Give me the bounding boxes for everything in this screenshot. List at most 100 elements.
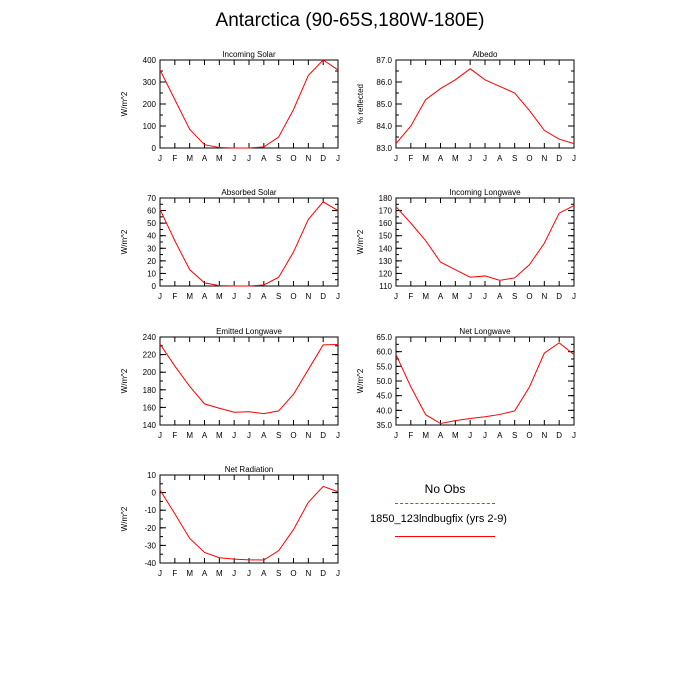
y-tick-label: 0 <box>152 144 157 153</box>
x-tick-label: D <box>320 292 326 301</box>
x-tick-label: J <box>336 154 340 163</box>
y-tick-label: 35.0 <box>376 421 392 430</box>
y-tick-label: 140 <box>379 244 393 253</box>
x-tick-label: J <box>232 569 236 578</box>
x-tick-label: A <box>497 431 503 440</box>
y-tick-label: 65.0 <box>376 333 392 342</box>
x-tick-label: J <box>247 154 251 163</box>
x-tick-label: J <box>483 154 487 163</box>
y-tick-label: 60 <box>147 207 156 216</box>
y-tick-label: 85.0 <box>376 100 392 109</box>
y-tick-label: -20 <box>144 524 156 533</box>
y-tick-label: 0 <box>152 282 157 291</box>
x-tick-label: A <box>202 431 208 440</box>
legend-obs-line <box>395 503 495 504</box>
x-tick-label: J <box>394 154 398 163</box>
y-tick-label: 83.0 <box>376 144 392 153</box>
x-tick-label: F <box>172 154 177 163</box>
x-tick-label: F <box>172 292 177 301</box>
page-title: Antarctica (90-65S,180W-180E) <box>215 10 485 31</box>
x-tick-label: D <box>556 431 562 440</box>
panel-title: Absorbed Solar <box>221 188 276 197</box>
x-tick-label: F <box>408 154 413 163</box>
y-tick-label: 50 <box>147 219 156 228</box>
x-tick-label: J <box>232 292 236 301</box>
x-tick-label: J <box>468 292 472 301</box>
series-line <box>395 342 575 425</box>
panel-title: Incoming Longwave <box>449 188 521 197</box>
x-tick-label: N <box>305 431 311 440</box>
x-tick-label: J <box>232 431 236 440</box>
y-tick-label: 30 <box>147 244 156 253</box>
series-line <box>159 59 339 149</box>
x-tick-label: F <box>172 569 177 578</box>
x-tick-label: J <box>247 292 251 301</box>
y-tick-label: 70 <box>147 194 156 203</box>
x-tick-label: S <box>276 292 281 301</box>
series-line <box>159 485 339 561</box>
y-axis-label: W/m^2 <box>356 229 365 254</box>
x-tick-label: O <box>290 569 296 578</box>
panel-3: J F M A M J J A S O N D J110120130140150160170180Inc… <box>356 188 576 301</box>
y-axis-label: % reflected <box>356 84 365 124</box>
x-tick-label: F <box>408 292 413 301</box>
x-tick-label: M <box>186 292 193 301</box>
x-tick-label: J <box>336 569 340 578</box>
y-tick-label: 100 <box>143 122 157 131</box>
x-tick-label: J <box>247 431 251 440</box>
x-tick-label: N <box>305 569 311 578</box>
x-tick-label: M <box>452 154 459 163</box>
series-line <box>159 201 339 287</box>
x-tick-label: M <box>216 569 223 578</box>
y-tick-label: 87.0 <box>376 56 392 65</box>
x-tick-label: J <box>572 292 576 301</box>
y-tick-label: -30 <box>144 541 156 550</box>
x-tick-label: A <box>497 292 503 301</box>
plot-frame <box>159 197 339 287</box>
y-tick-label: 84.0 <box>376 122 392 131</box>
y-tick-label: 160 <box>143 403 157 412</box>
y-tick-label: 40 <box>147 232 156 241</box>
panel-title: Net Radiation <box>225 465 273 474</box>
x-tick-label: D <box>320 431 326 440</box>
x-tick-label: A <box>497 154 503 163</box>
x-tick-label: J <box>158 154 162 163</box>
y-tick-label: 10 <box>147 471 156 480</box>
x-tick-label: J <box>468 154 472 163</box>
x-tick-label: A <box>438 431 444 440</box>
panel-title: Incoming Solar <box>222 50 276 59</box>
plot-frame <box>395 197 575 287</box>
y-tick-label: 300 <box>143 78 157 87</box>
x-tick-label: M <box>216 154 223 163</box>
x-tick-label: A <box>202 569 208 578</box>
y-axis-label: W/m^2 <box>120 506 129 531</box>
x-tick-label: J <box>158 569 162 578</box>
legend-model-label: 1850_123lndbugfix (yrs 2-9) <box>370 513 507 525</box>
y-tick-label: 40.0 <box>376 406 392 415</box>
plot-frame <box>159 474 339 564</box>
y-tick-label: 60.0 <box>376 348 392 357</box>
y-tick-label: -40 <box>144 559 156 568</box>
x-tick-label: A <box>261 569 267 578</box>
y-tick-label: 200 <box>143 100 157 109</box>
y-axis-label: W/m^2 <box>120 91 129 116</box>
y-tick-label: -10 <box>144 506 156 515</box>
x-tick-label: A <box>261 154 267 163</box>
y-axis-label: W/m^2 <box>356 368 365 393</box>
x-tick-label: J <box>572 154 576 163</box>
panel-title: Albedo <box>473 50 498 59</box>
x-tick-label: S <box>512 154 517 163</box>
y-tick-label: 170 <box>379 207 393 216</box>
x-tick-label: J <box>232 154 236 163</box>
x-tick-label: A <box>202 292 208 301</box>
x-tick-label: J <box>336 292 340 301</box>
x-tick-label: J <box>468 431 472 440</box>
series-line <box>159 343 339 415</box>
series-line <box>395 68 575 145</box>
y-tick-label: 45.0 <box>376 392 392 401</box>
